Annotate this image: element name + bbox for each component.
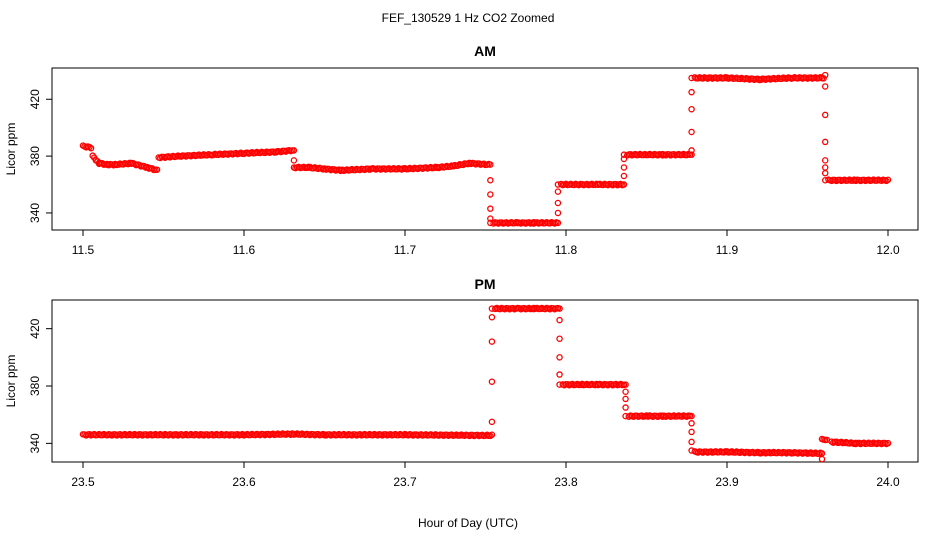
transition-point <box>554 219 562 227</box>
transition-point <box>488 378 496 385</box>
plot-frame <box>51 67 919 231</box>
transition-point <box>487 215 494 222</box>
transition-point <box>688 74 695 82</box>
transition-point <box>622 395 629 403</box>
transition-point <box>688 420 695 427</box>
data-point <box>884 439 892 447</box>
y-tick-label: 420 <box>28 89 42 109</box>
transition-point <box>556 381 563 388</box>
x-tick-label: 24.0 <box>876 475 900 489</box>
x-tick-label: 23.8 <box>554 475 578 489</box>
data-point <box>140 162 148 170</box>
y-tick-label: 380 <box>28 376 42 396</box>
x-tick-label: 23.6 <box>232 475 256 489</box>
figure-title: FEF_130529 1 Hz CO2 Zoomed <box>382 11 555 25</box>
transition-point <box>556 335 563 342</box>
transition-point <box>622 412 629 420</box>
x-tick-label: 11.7 <box>394 243 417 257</box>
series-points <box>79 71 892 227</box>
series-points <box>79 304 892 463</box>
transition-point <box>620 164 628 171</box>
y-tick-label: 340 <box>28 203 42 223</box>
pm-y-axis-label: Licor ppm <box>4 355 18 408</box>
transition-point <box>290 164 298 171</box>
transition-point <box>620 151 628 158</box>
transition-point <box>488 338 496 345</box>
x-tick-label: 11.9 <box>716 243 739 257</box>
x-axis-label: Hour of Day (UTC) <box>418 516 518 530</box>
transition-point <box>488 305 496 312</box>
x-tick-label: 23.9 <box>715 475 739 489</box>
transition-point <box>488 418 496 426</box>
transition-point <box>821 71 829 79</box>
transition-point <box>821 169 829 177</box>
x-tick-label: 23.5 <box>71 475 95 489</box>
transition-point <box>556 316 563 324</box>
am-y-axis-label: Licor ppm <box>4 123 18 176</box>
transition-point <box>487 191 494 198</box>
data-point <box>87 144 95 152</box>
transition-point <box>554 181 562 188</box>
transition-point <box>821 157 829 164</box>
transition-point <box>556 371 563 378</box>
x-tick-label: 12.0 <box>876 243 900 257</box>
data-point <box>884 176 892 184</box>
transition-point <box>556 354 563 361</box>
transition-point <box>688 447 695 454</box>
transition-point <box>688 128 695 136</box>
x-tick-label: 11.6 <box>233 243 256 257</box>
x-tick-label: 11.8 <box>555 243 578 257</box>
transition-point <box>821 164 829 171</box>
transition-point <box>554 188 562 195</box>
am-panel: AM Licor ppm 11.5 11.6 11.7 11.8 11.9 12.0 340… <box>4 43 919 257</box>
transition-point <box>622 388 629 396</box>
transition-point <box>688 105 695 113</box>
transition-point <box>818 455 826 463</box>
transition-point <box>554 209 562 217</box>
plot-frame <box>51 299 919 463</box>
x-tick-label: 23.7 <box>393 475 417 489</box>
transition-point <box>554 199 562 207</box>
transition-point <box>620 172 628 180</box>
transition-point <box>622 404 629 411</box>
transition-point <box>821 83 829 90</box>
transition-point <box>488 431 496 439</box>
transition-point <box>688 88 695 96</box>
transition-point <box>688 438 695 446</box>
transition-point <box>620 181 628 188</box>
y-tick-label: 340 <box>28 433 42 453</box>
pm-panel: PM Licor ppm 23.5 23.6 23.7 23.8 23.9 24.0 340… <box>4 276 919 489</box>
data-point <box>153 166 161 173</box>
transition-point <box>688 412 695 420</box>
transition-point <box>688 151 695 158</box>
transition-point <box>487 161 494 168</box>
transition-point <box>290 147 298 154</box>
transition-point <box>487 177 494 184</box>
transition-point <box>688 428 695 436</box>
am-panel-title: AM <box>474 43 496 59</box>
transition-point <box>620 155 628 163</box>
transition-point <box>487 219 494 227</box>
transition-point <box>821 111 829 119</box>
transition-point <box>556 305 563 312</box>
transition-point <box>688 147 695 154</box>
pm-panel-title: PM <box>475 276 496 292</box>
y-tick-label: 420 <box>28 318 42 338</box>
transition-point <box>818 435 826 443</box>
y-tick-label: 380 <box>28 146 42 166</box>
transition-point <box>821 138 829 146</box>
x-tick-label: 11.5 <box>72 243 95 257</box>
transition-point <box>290 157 298 164</box>
transition-point <box>821 177 829 184</box>
data-point <box>820 75 827 82</box>
transition-point <box>487 205 494 212</box>
transition-point <box>622 381 629 388</box>
transition-point <box>488 313 496 321</box>
